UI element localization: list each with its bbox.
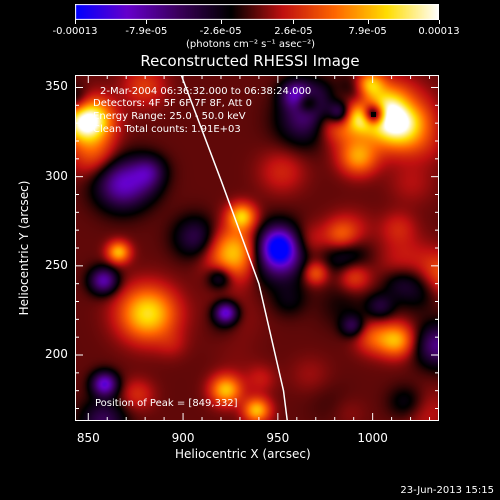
x-tick-label: 900 xyxy=(171,431,195,445)
y-tick-label: 200 xyxy=(45,347,68,361)
annotation-peak-position: Position of Peak = [849,332] xyxy=(95,398,238,409)
annotation-counts: Clean Total counts: 1.91E+03 xyxy=(93,124,241,135)
colorbar-tick-label: -0.00013 xyxy=(52,26,98,37)
colorbar-tick-mark xyxy=(75,20,76,24)
y-tick-label: 250 xyxy=(45,257,68,272)
colorbar-units: (photons cm⁻² s⁻¹ asec⁻²) xyxy=(186,39,316,50)
x-tick-label: 1000 xyxy=(357,431,388,445)
chart-title: Reconstructed RHESSI Image xyxy=(140,52,360,70)
colorbar-tick-mark xyxy=(146,20,148,24)
colorbar-tick-label: 7.9e-05 xyxy=(348,26,387,37)
heatmap-plot-area xyxy=(75,75,439,421)
colorbar-ticks: -0.00013 -7.9e-05 -2.6e-05 2.6e-05 7.9e-05 0.… xyxy=(0,0,500,60)
colorbar-tick-label: 0.00013 xyxy=(418,26,460,37)
x-tick-label: 850 xyxy=(76,431,100,445)
y-tick-label: 300 xyxy=(45,168,68,183)
peak-marker xyxy=(370,112,376,118)
colorbar-tick-mark xyxy=(367,20,369,24)
colorbar-tick-label: -2.6e-05 xyxy=(199,26,242,37)
x-tick-label: 950 xyxy=(266,431,290,445)
colorbar-tick-mark xyxy=(439,20,440,24)
x-axis-label: Heliocentric X (arcsec) xyxy=(175,447,311,461)
annotation-detectors: Detectors: 4F 5F 6F 7F 8F, Att 0 xyxy=(93,98,253,109)
y-tick-label: 350 xyxy=(45,79,68,94)
solar-limb-line xyxy=(180,75,289,421)
colorbar-tick-label: -7.9e-05 xyxy=(125,26,168,37)
heatmap-image xyxy=(75,75,439,421)
colorbar xyxy=(75,4,439,20)
colorbar-tick-label: 2.6e-05 xyxy=(274,26,313,37)
annotation-time-range: 2-Mar-2004 06:36:32.000 to 06:38:24.000 xyxy=(100,86,312,97)
plot-timestamp: 23-Jun-2013 15:15 xyxy=(400,485,494,496)
y-axis-label: Heliocentric Y (arcsec) xyxy=(17,180,31,316)
colorbar-tick-mark xyxy=(220,20,222,24)
colorbar-tick-mark xyxy=(293,20,295,24)
annotation-energy-range: Energy Range: 25.0 - 50.0 keV xyxy=(93,111,246,122)
